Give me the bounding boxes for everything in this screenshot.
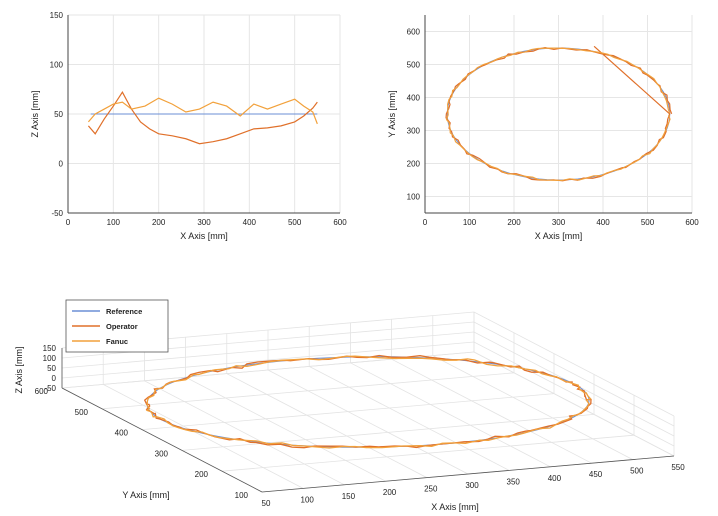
xz-xlabel: X Axis [mm] bbox=[180, 231, 228, 241]
3d-x-axis bbox=[261, 455, 675, 493]
3d-grid-floor-y bbox=[221, 434, 635, 472]
3d-xtick-label: 150 bbox=[342, 492, 356, 501]
3d-xtick-label: 550 bbox=[671, 463, 685, 472]
3d-grid-floor-x bbox=[144, 380, 345, 486]
xy-xlabel: X Axis [mm] bbox=[535, 231, 583, 241]
3d-xtick-label: 50 bbox=[262, 499, 271, 508]
xy-xtick-label: 600 bbox=[685, 218, 699, 227]
3d-grid-floor-x bbox=[103, 384, 304, 489]
3d-grid-floor-x bbox=[391, 358, 592, 464]
3d-grid-floor-x bbox=[185, 376, 386, 482]
3d-grid-floor-x bbox=[350, 362, 551, 468]
xz-ytick-label: 50 bbox=[54, 110, 63, 119]
3d-grid-floor-y bbox=[181, 414, 595, 451]
xz-xtick-label: 500 bbox=[288, 218, 302, 227]
legend-label-operator: Operator bbox=[106, 322, 138, 331]
legend-label-fanuc: Fanuc bbox=[106, 337, 128, 346]
3d-xtick-label: 250 bbox=[424, 485, 438, 494]
3d-grid-floor-x bbox=[267, 369, 469, 475]
xy-ylabel: Y Axis [mm] bbox=[387, 90, 397, 137]
xz-xtick-label: 300 bbox=[197, 218, 211, 227]
xz-xtick-label: 100 bbox=[107, 218, 121, 227]
3d-series-fanuc bbox=[145, 355, 592, 449]
3d-xtick-label: 100 bbox=[301, 495, 315, 504]
xz-series-fanuc bbox=[87, 97, 318, 125]
3d-grid-floor-x bbox=[432, 355, 633, 460]
xy-series-fanuc bbox=[445, 47, 671, 182]
xz-ytick-label: 0 bbox=[59, 160, 64, 169]
3d-ytick-label: 500 bbox=[75, 408, 89, 417]
xy-ytick-label: 200 bbox=[407, 160, 421, 169]
3d-xlabel: X Axis [mm] bbox=[431, 502, 479, 512]
3d-grid-floor-y bbox=[101, 372, 515, 410]
xy-ytick-label: 500 bbox=[407, 61, 421, 70]
3d-xtick-label: 400 bbox=[548, 474, 562, 483]
xz-xtick-label: 400 bbox=[243, 218, 257, 227]
3d-grid-floor-y bbox=[141, 393, 555, 430]
3d-ytick-label: 100 bbox=[235, 491, 249, 500]
3d-xtick-label: 350 bbox=[507, 477, 521, 486]
xz-series-operator bbox=[87, 91, 318, 145]
3d-y-axis bbox=[61, 387, 263, 493]
3d-ztick-label: 150 bbox=[43, 344, 57, 353]
xy-ytick-label: 300 bbox=[407, 127, 421, 136]
3d-ytick-label: 200 bbox=[195, 470, 209, 479]
3d-ztick-label: -50 bbox=[44, 384, 56, 393]
xz-ytick-label: 100 bbox=[50, 61, 64, 70]
3d-ytick-label: 300 bbox=[155, 449, 169, 458]
xy-xtick-label: 500 bbox=[641, 218, 655, 227]
xy-xtick-label: 0 bbox=[423, 218, 428, 227]
xy-series-operator bbox=[445, 45, 673, 182]
legend-label-reference: Reference bbox=[106, 307, 142, 316]
3d-grid-floor-x bbox=[309, 366, 510, 471]
3d-ylabel: Y Axis [mm] bbox=[122, 490, 169, 500]
3d-xtick-label: 200 bbox=[383, 488, 397, 497]
xy-ytick-label: 100 bbox=[407, 193, 421, 202]
xz-ytick-label: -50 bbox=[51, 209, 63, 218]
xz-xtick-label: 600 bbox=[333, 218, 347, 227]
xz-ytick-label: 150 bbox=[50, 11, 64, 20]
xz-xtick-label: 0 bbox=[66, 218, 71, 227]
3d-ztick-label: 100 bbox=[43, 354, 57, 363]
3d-ytick-label: 400 bbox=[115, 429, 129, 438]
3d-ztick-label: 0 bbox=[52, 374, 57, 383]
xz-ylabel: Z Axis [mm] bbox=[30, 91, 40, 138]
xy-xtick-label: 400 bbox=[596, 218, 610, 227]
3d-ztick-label: 50 bbox=[47, 364, 56, 373]
3d-ytick-label: 600 bbox=[35, 387, 49, 396]
3d-xtick-label: 300 bbox=[465, 481, 479, 490]
xy-xtick-label: 200 bbox=[507, 218, 521, 227]
xz-xtick-label: 200 bbox=[152, 218, 166, 227]
3d-zlabel: Z Axis [mm] bbox=[14, 347, 24, 394]
xy-ytick-label: 400 bbox=[407, 94, 421, 103]
3d-grid-floor-x bbox=[226, 373, 427, 478]
3d-xtick-label: 500 bbox=[630, 467, 644, 476]
xy-ytick-label: 600 bbox=[407, 28, 421, 37]
xy-xtick-label: 100 bbox=[463, 218, 477, 227]
3d-xtick-label: 450 bbox=[589, 470, 603, 479]
xy-xtick-label: 300 bbox=[552, 218, 566, 227]
